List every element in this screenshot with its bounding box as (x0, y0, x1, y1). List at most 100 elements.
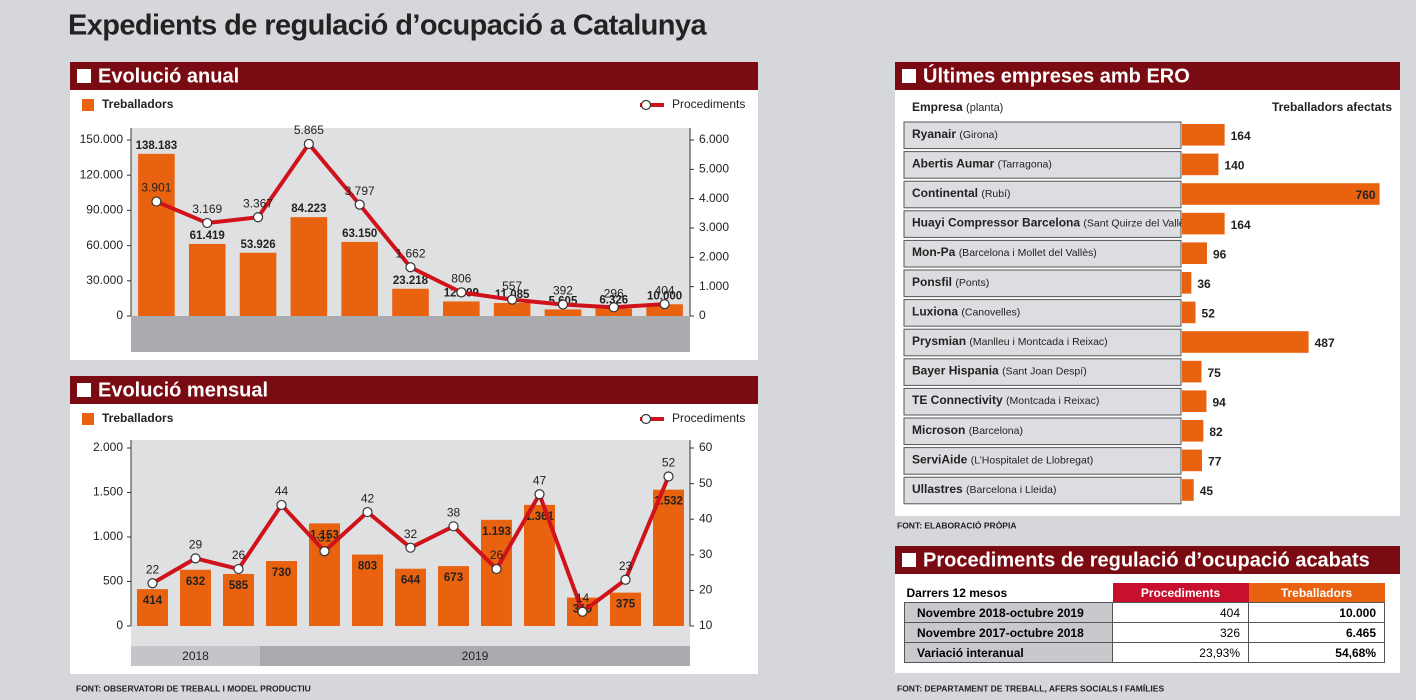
line-marker (507, 294, 518, 305)
company-plant: (Barcelona i Lleida) (966, 484, 1056, 496)
y-tick-label: 30.000 (86, 273, 123, 287)
line-marker (354, 199, 365, 210)
source: FONT: OBSERVATORI DE TREBALL I MODEL PRO… (76, 683, 311, 693)
line-label: 31 (318, 530, 332, 544)
company: Ryanair (Girona) (912, 127, 998, 141)
bar-label: 414 (143, 595, 163, 607)
bar-label: 61.419 (190, 230, 225, 242)
legend-swatch (82, 413, 94, 425)
bar-label: 138.183 (136, 140, 178, 152)
bar (1182, 360, 1202, 383)
summary-table: Darrers 12 mesos Procediments Treballado… (904, 583, 1385, 663)
bar (1182, 449, 1203, 472)
column-header-sub: (planta) (966, 102, 1003, 114)
company: Bayer Hispania (Sant Joan Despí) (912, 364, 1087, 378)
company-plant: (Barcelona i Mollet del Vallès) (959, 247, 1097, 259)
y-tick-label: 0 (116, 308, 123, 322)
company-name: Ponsfil (912, 275, 952, 289)
column-header-main: Empresa (912, 100, 963, 114)
line-label: 3.797 (345, 184, 375, 198)
bar (1182, 390, 1207, 412)
y-tick-label: 0 (116, 618, 123, 632)
row-box (903, 417, 1182, 446)
line-marker (620, 574, 631, 585)
company-plant: (Girona) (959, 129, 998, 141)
section-title: Procediments de regulació d’ocupació aca… (923, 549, 1370, 571)
line-label: 47 (533, 473, 547, 487)
section-title: Evolució mensual (98, 379, 268, 401)
bar (137, 589, 168, 626)
y2-tick-label: 5.000 (699, 162, 729, 176)
line-marker (448, 521, 459, 532)
column-header: Empresa (planta) (912, 100, 1003, 114)
row-box (903, 447, 1182, 475)
y-tick-label: 60.000 (86, 238, 123, 252)
bar-label: 375 (616, 599, 636, 611)
bar (1182, 242, 1207, 264)
bar-label: 487 (1315, 336, 1335, 350)
bar (180, 569, 211, 626)
y-tick-label: 2.000 (93, 440, 123, 454)
bar (1182, 331, 1309, 353)
bar (1182, 153, 1219, 176)
company: Microson (Barcelona) (912, 423, 1023, 437)
bar-label: 760 (1356, 188, 1376, 202)
bar-label: 673 (444, 572, 463, 584)
bar-label: 36 (1197, 277, 1211, 291)
legend-marker (640, 413, 652, 425)
group-label: 2018 (182, 649, 209, 663)
bar-label: 23.218 (393, 275, 429, 287)
bar (395, 568, 426, 626)
line-label: 3.169 (192, 202, 222, 216)
line-marker (405, 262, 416, 273)
company-name: TE Connectivity (912, 393, 1003, 407)
company-plant: (Manlleu i Montcada i Reixac) (969, 336, 1107, 348)
company-name: Prysmian (912, 334, 966, 348)
company: ServiAide (L’Hospitalet de Llobregat) (912, 453, 1093, 467)
line-marker (190, 553, 201, 564)
legend-label: Treballadors (102, 97, 174, 111)
table-cell: 23,93% (1112, 642, 1249, 663)
bar-label: 82 (1209, 425, 1223, 439)
bar-label: 45 (1200, 484, 1214, 498)
company-plant: (Sant Quirze del Vallès) (1083, 217, 1193, 229)
source: FONT: DEPARTAMENT DE TREBALL, AFERS SOCI… (897, 683, 1164, 693)
category-band (131, 316, 690, 352)
y2-tick-label: 4.000 (699, 191, 729, 205)
company-name: Ullastres (912, 482, 963, 496)
line-marker (303, 138, 314, 150)
row-box (903, 121, 1182, 150)
bar-label: 77 (1208, 455, 1222, 469)
bar-label: 84.223 (291, 203, 326, 215)
bar-label: 164 (1231, 218, 1251, 232)
bar-label: 63.150 (342, 228, 377, 240)
company-plant: (Ponts) (955, 277, 989, 289)
page-title: Expedients de regulació d’ocupació a Cat… (68, 10, 707, 42)
section-icon (77, 383, 91, 397)
section-bar (70, 376, 758, 404)
bar (610, 592, 641, 626)
bar-label: 730 (272, 567, 291, 579)
source: FONT: ELABORACIÓ PRÒPIA (897, 519, 1016, 530)
y-tick-label: 150.000 (80, 132, 124, 146)
company-name: ServiAide (912, 453, 968, 467)
bar-label: 1.193 (482, 526, 511, 538)
section-icon (902, 69, 916, 83)
bar (266, 561, 297, 626)
line-label: 22 (146, 562, 160, 576)
y2-tick-label: 50 (699, 476, 713, 490)
table-cell: Variació interanual (904, 642, 1113, 663)
legend-label: Procediments (672, 411, 745, 425)
line-label: 44 (275, 484, 289, 498)
bar (653, 489, 684, 626)
bar (1182, 124, 1225, 146)
line-label: 23 (619, 559, 633, 573)
bar-label: 585 (229, 580, 249, 592)
bar-label: 1.153 (310, 529, 339, 541)
y2-tick-label: 6.000 (699, 132, 729, 146)
bar (223, 573, 254, 626)
line-marker (319, 546, 330, 557)
line-label: 42 (361, 491, 375, 505)
company-name: Mon-Pa (912, 245, 956, 259)
bar-label: 644 (401, 575, 421, 587)
